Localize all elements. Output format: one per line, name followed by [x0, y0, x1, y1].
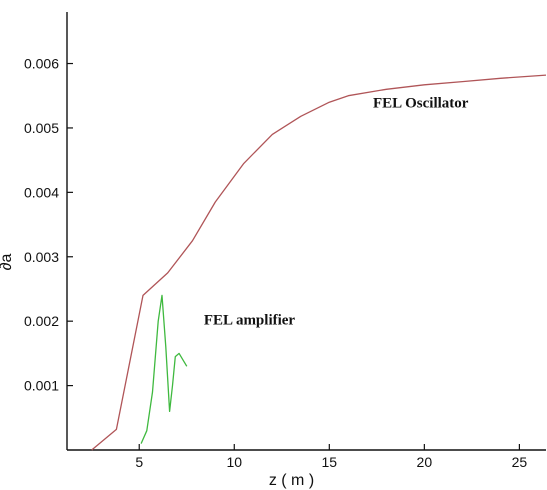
x-tick-label: 15: [322, 454, 338, 470]
y-tick-label: 0.002: [24, 313, 59, 329]
series: [91, 74, 547, 451]
oscillator-series-line: [91, 74, 547, 451]
y-tick-label: 0.001: [24, 378, 59, 394]
y-tick-label: 0.005: [24, 120, 59, 136]
labels: z ( m ) ∂a FEL Oscillator FEL amplifier: [0, 95, 469, 489]
oscillator-annotation: FEL Oscillator: [373, 95, 469, 111]
x-tick-label: 5: [135, 454, 143, 470]
x-tick-label: 10: [226, 454, 242, 470]
x-axis-title: z ( m ): [269, 472, 314, 489]
y-tick-label: 0.006: [24, 56, 59, 72]
x-tick-label: 25: [512, 454, 528, 470]
amplifier-annotation: FEL amplifier: [204, 312, 296, 328]
x-tick-label: 20: [417, 454, 433, 470]
amplifier-series-line: [140, 294, 188, 444]
y-axis-title: ∂a: [0, 254, 15, 271]
axes: [66, 12, 546, 451]
y-tick-label: 0.003: [24, 249, 59, 265]
y-tick-label: 0.004: [24, 184, 59, 200]
ticks: 5 10 15 20 25 0.001 0.002 0.003 0.004 0.005 0.006: [24, 56, 527, 470]
